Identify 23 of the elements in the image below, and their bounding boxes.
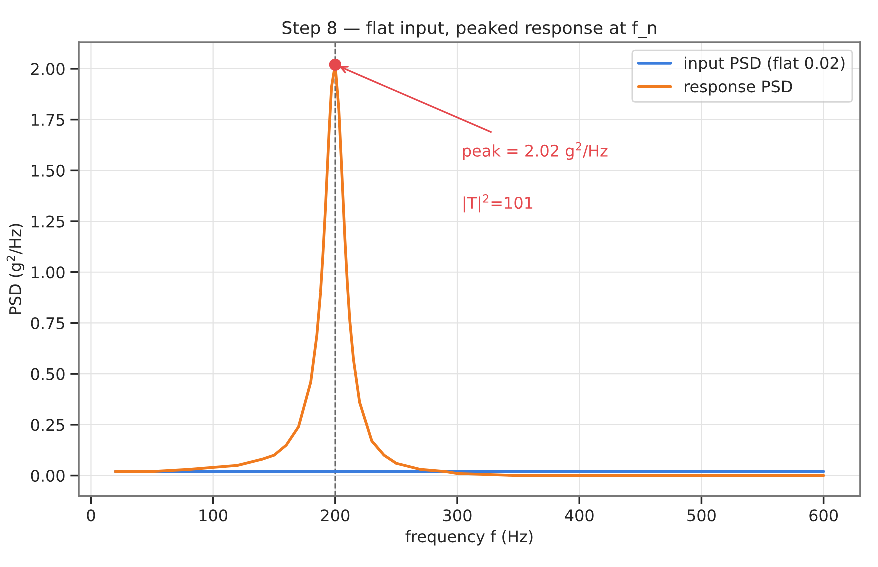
x-axis-title: frequency f (Hz) bbox=[406, 530, 533, 546]
chart-title: Step 8 — flat input, peaked response at f_n bbox=[282, 21, 656, 38]
y-tick-label: 0.25 bbox=[31, 419, 64, 432]
x-tick-label: 0 bbox=[87, 510, 96, 522]
y-tick-label: 1.50 bbox=[32, 164, 65, 177]
x-tick-label: 200 bbox=[321, 510, 350, 522]
annotation: peak = 2.02 g$^{2}$/Hz bbox=[463, 142, 608, 160]
x-tick-label: 300 bbox=[443, 510, 472, 522]
y-tick-label: 1.25 bbox=[32, 216, 64, 228]
y-tick-label: 1.00 bbox=[32, 266, 65, 279]
y-tick-label: 0.00 bbox=[31, 470, 65, 482]
y-tick-label: 0.50 bbox=[31, 368, 65, 380]
legend-label: input PSD (flat 0.02) bbox=[685, 56, 845, 72]
x-tick-label: 600 bbox=[810, 510, 838, 522]
y-axis-title: PSD (g$^{2}$/Hz) bbox=[6, 224, 25, 314]
y-tick-label: 2.00 bbox=[31, 63, 65, 76]
y-tick-label: 1.75 bbox=[32, 114, 64, 126]
annotation: |T|$^{2}$=101 bbox=[464, 194, 533, 213]
x-tick-label: 100 bbox=[200, 510, 228, 522]
y-tick-label: 0.75 bbox=[31, 317, 64, 330]
x-tick-label: 500 bbox=[688, 510, 716, 522]
x-tick-label: 400 bbox=[565, 510, 594, 522]
legend-label: response PSD bbox=[685, 80, 792, 96]
